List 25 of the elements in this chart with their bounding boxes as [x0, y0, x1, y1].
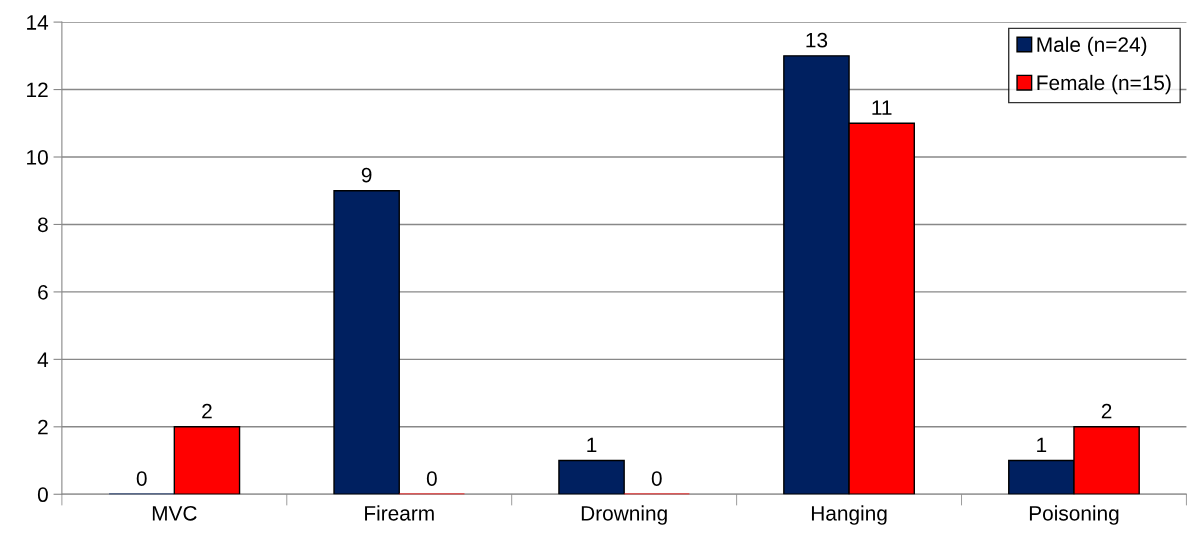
- data-label: 1: [1037, 437, 1047, 453]
- data-label: 13: [806, 32, 828, 48]
- x-tick-label: Poisoning: [1029, 505, 1119, 525]
- y-tick-label: 2: [38, 419, 48, 435]
- legend-label: Male (n=24): [1037, 36, 1147, 57]
- x-tick-label: Firearm: [365, 505, 434, 521]
- data-label: 2: [1101, 403, 1112, 419]
- data-label: 9: [361, 167, 372, 183]
- data-label: 0: [426, 471, 437, 486]
- y-tick-label: 12: [27, 82, 48, 98]
- data-label: 0: [136, 471, 147, 486]
- y-tick-label: 6: [38, 284, 48, 300]
- data-label: 0: [651, 471, 662, 486]
- x-tick-label: Hanging: [811, 505, 887, 525]
- x-tick-label: Drowning: [581, 505, 667, 525]
- data-label: 11: [872, 100, 892, 115]
- legend-label: Female (n=15): [1037, 74, 1171, 95]
- y-tick-label: 0: [37, 487, 48, 503]
- y-tick-label: 10: [27, 150, 48, 165]
- data-label: 2: [202, 403, 212, 419]
- y-tick-label: 14: [27, 15, 49, 30]
- x-tick-label: MVC: [152, 505, 197, 521]
- y-tick-label: 4: [37, 352, 49, 367]
- data-label: 1: [587, 437, 597, 453]
- y-tick-label: 8: [38, 217, 48, 233]
